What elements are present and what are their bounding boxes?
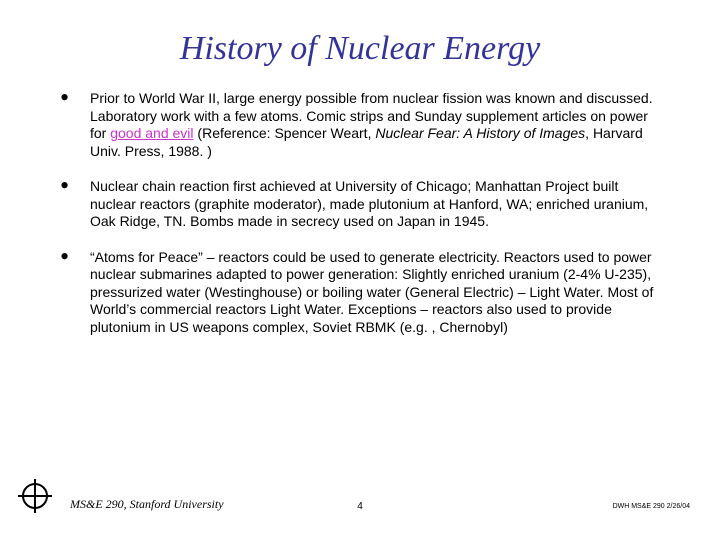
bullet-item: Nuclear chain reaction first achieved at… — [60, 178, 660, 231]
bullet-text: Nuclear chain reaction first achieved at… — [90, 178, 648, 229]
slide: History of Nuclear Energy Prior to World… — [0, 0, 720, 540]
footer-right: DWH MS&E 290 2/26/04 — [613, 503, 690, 510]
footer-left: MS&E 290, Stanford University — [70, 497, 224, 512]
book-title: Nuclear Fear: A History of Images — [375, 125, 585, 141]
bullet-list: Prior to World War II, large energy poss… — [60, 90, 660, 336]
bullet-text-mid: (Reference: Spencer Weart, — [194, 125, 376, 141]
bullet-item: “Atoms for Peace” – reactors could be us… — [60, 249, 660, 337]
slide-title: History of Nuclear Energy — [60, 30, 660, 68]
bullet-text: “Atoms for Peace” – reactors could be us… — [90, 249, 653, 335]
good-and-evil-text: good and evil — [110, 125, 193, 141]
page-number: 4 — [357, 501, 363, 512]
bullet-item: Prior to World War II, large energy poss… — [60, 90, 660, 160]
logo-icon — [18, 479, 52, 518]
